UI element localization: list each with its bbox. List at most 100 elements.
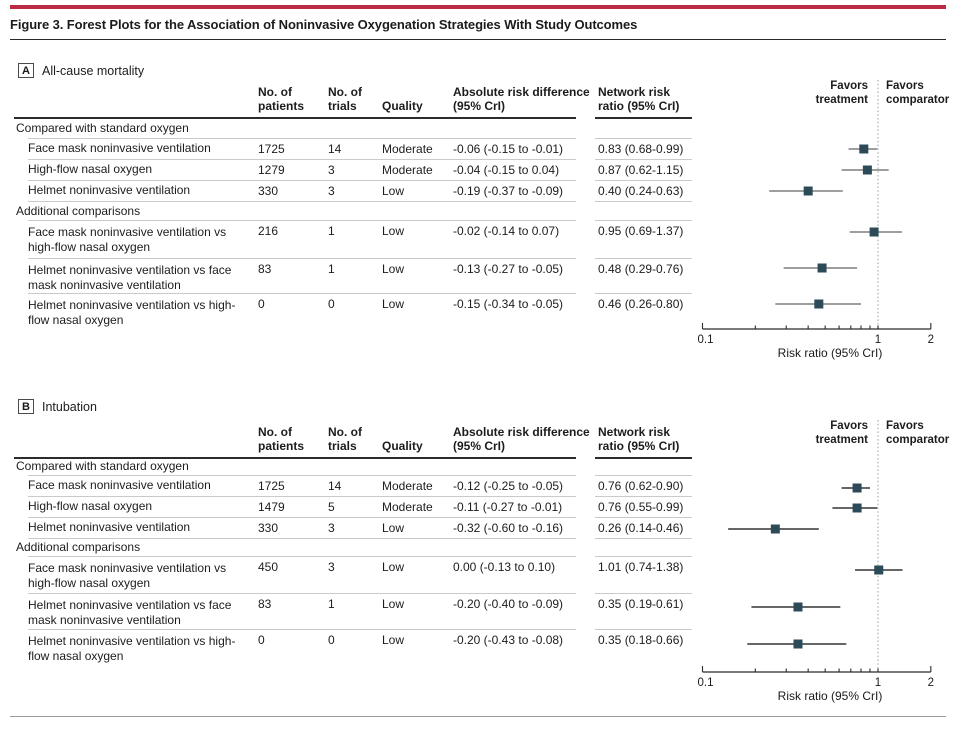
trials-cell: 14	[328, 478, 342, 493]
row-label: Helmet noninvasive ventilation vs face m…	[28, 263, 232, 292]
nrr-cell: 0.95 (0.69-1.37)	[598, 224, 684, 238]
bottom-rule	[10, 716, 946, 718]
row-label: High-flow nasal oxygen	[28, 162, 153, 177]
forest-marker	[859, 144, 869, 154]
row-label: Face mask noninvasive ventilation vs hig…	[28, 225, 227, 254]
row-rule	[28, 159, 576, 160]
patients-cell: 1279	[258, 162, 285, 177]
column-header-nrr: Network risk ratio (95% CrI)	[598, 85, 680, 113]
patients-cell: 330	[258, 183, 279, 198]
row-rule	[595, 496, 692, 497]
nrr-cell: 0.76 (0.62-0.90)	[598, 478, 684, 493]
nrr-cell: 0.76 (0.55-0.99)	[598, 499, 684, 514]
row-rule	[28, 538, 576, 539]
forest-marker	[817, 263, 827, 273]
nrr-cell: 0.26 (0.14-0.46)	[598, 520, 684, 535]
row-rule	[595, 159, 692, 160]
row-rule	[28, 220, 576, 221]
row-rule	[595, 593, 692, 594]
favors-treatment-label: Favors treatment	[815, 80, 868, 106]
row-rule	[595, 556, 692, 557]
trials-cell: 14	[328, 141, 342, 156]
quality-cell: Moderate	[382, 162, 433, 177]
panel-a-title: All-cause mortality	[42, 64, 145, 78]
forest-marker	[793, 639, 803, 649]
trials-cell: 3	[328, 560, 335, 574]
row-rule	[595, 201, 692, 202]
panel-b-title: Intubation	[42, 400, 97, 414]
group-header-row: Compared with standard oxygen	[16, 120, 189, 135]
figure-title: Figure 3. Forest Plots for the Associati…	[10, 17, 638, 32]
group-header-row: Additional comparisons	[16, 203, 141, 218]
column-header-quality: Quality	[382, 438, 423, 453]
patients-cell: 83	[258, 597, 272, 611]
quality-cell: Low	[382, 183, 405, 198]
title-rule	[10, 39, 946, 41]
column-header-nrr: Network risk ratio (95% CrI)	[598, 425, 680, 453]
tick-label: 1	[875, 334, 881, 346]
row-rule	[595, 180, 692, 181]
forest-marker	[852, 503, 862, 513]
tick-label: 0.1	[698, 677, 714, 689]
row-rule	[28, 629, 576, 630]
column-header-ard: Absolute risk difference (95% CrI)	[453, 425, 590, 453]
nrr-cell: 0.35 (0.18-0.66)	[598, 633, 684, 647]
ard-cell: 0.00 (-0.13 to 0.10)	[453, 560, 556, 574]
ard-cell: -0.04 (-0.15 to 0.04)	[453, 162, 560, 177]
nrr-cell: 0.83 (0.68-0.99)	[598, 141, 684, 156]
row-rule	[28, 556, 576, 557]
row-label: Helmet noninvasive ventilation	[28, 183, 191, 198]
row-label: Helmet noninvasive ventilation vs face m…	[28, 598, 232, 627]
panel-b-label-box: B	[18, 399, 34, 414]
row-rule	[28, 180, 576, 181]
ard-cell: -0.06 (-0.15 to -0.01)	[453, 141, 564, 156]
accent-bar	[10, 5, 946, 9]
trials-cell: 0	[328, 297, 335, 311]
row-rule	[28, 517, 576, 518]
row-rule	[595, 220, 692, 221]
header-underline-b	[14, 457, 576, 459]
column-header-ard: Absolute risk difference (95% CrI)	[453, 85, 590, 113]
patients-cell: 83	[258, 262, 272, 276]
forest-marker	[803, 186, 813, 196]
quality-cell: Low	[382, 597, 405, 611]
forest-marker	[793, 602, 803, 612]
favors-comparator-label: Favors comparator	[886, 420, 950, 446]
favors-comparator-label: Favors comparator	[886, 80, 950, 106]
patients-cell: 450	[258, 560, 279, 574]
header-underline-a	[14, 117, 576, 119]
quality-cell: Low	[382, 520, 405, 535]
trials-cell: 0	[328, 633, 335, 647]
header-underline-a	[595, 117, 692, 119]
quality-cell: Moderate	[382, 478, 433, 493]
quality-cell: Low	[382, 224, 405, 238]
row-rule	[595, 629, 692, 630]
ard-cell: -0.11 (-0.27 to -0.01)	[453, 499, 563, 514]
nrr-cell: 0.87 (0.62-1.15)	[598, 162, 684, 177]
trials-cell: 1	[328, 224, 335, 238]
patients-cell: 1479	[258, 499, 285, 514]
patients-cell: 1725	[258, 478, 285, 493]
favors-treatment-label: Favors treatment	[815, 420, 868, 446]
forest-marker	[869, 227, 879, 237]
quality-cell: Low	[382, 297, 405, 311]
row-label: Face mask noninvasive ventilation	[28, 141, 211, 156]
patients-cell: 216	[258, 224, 279, 238]
ard-cell: -0.20 (-0.43 to -0.08)	[453, 633, 564, 647]
row-rule	[595, 517, 692, 518]
row-rule	[595, 538, 692, 539]
patients-cell: 0	[258, 297, 265, 311]
column-header-quality: Quality	[382, 98, 423, 113]
column-header-trials: No. of trials	[328, 425, 362, 453]
patients-cell: 0	[258, 633, 265, 647]
row-rule	[595, 293, 692, 294]
ard-cell: -0.32 (-0.60 to -0.16)	[453, 520, 564, 535]
row-rule	[28, 293, 576, 294]
nrr-cell: 0.46 (0.26-0.80)	[598, 297, 684, 311]
ard-cell: -0.15 (-0.34 to -0.05)	[453, 297, 564, 311]
ard-cell: -0.20 (-0.40 to -0.09)	[453, 597, 564, 611]
quality-cell: Moderate	[382, 141, 433, 156]
row-label: Helmet noninvasive ventilation vs high-f…	[28, 298, 236, 327]
trials-cell: 3	[328, 162, 335, 177]
